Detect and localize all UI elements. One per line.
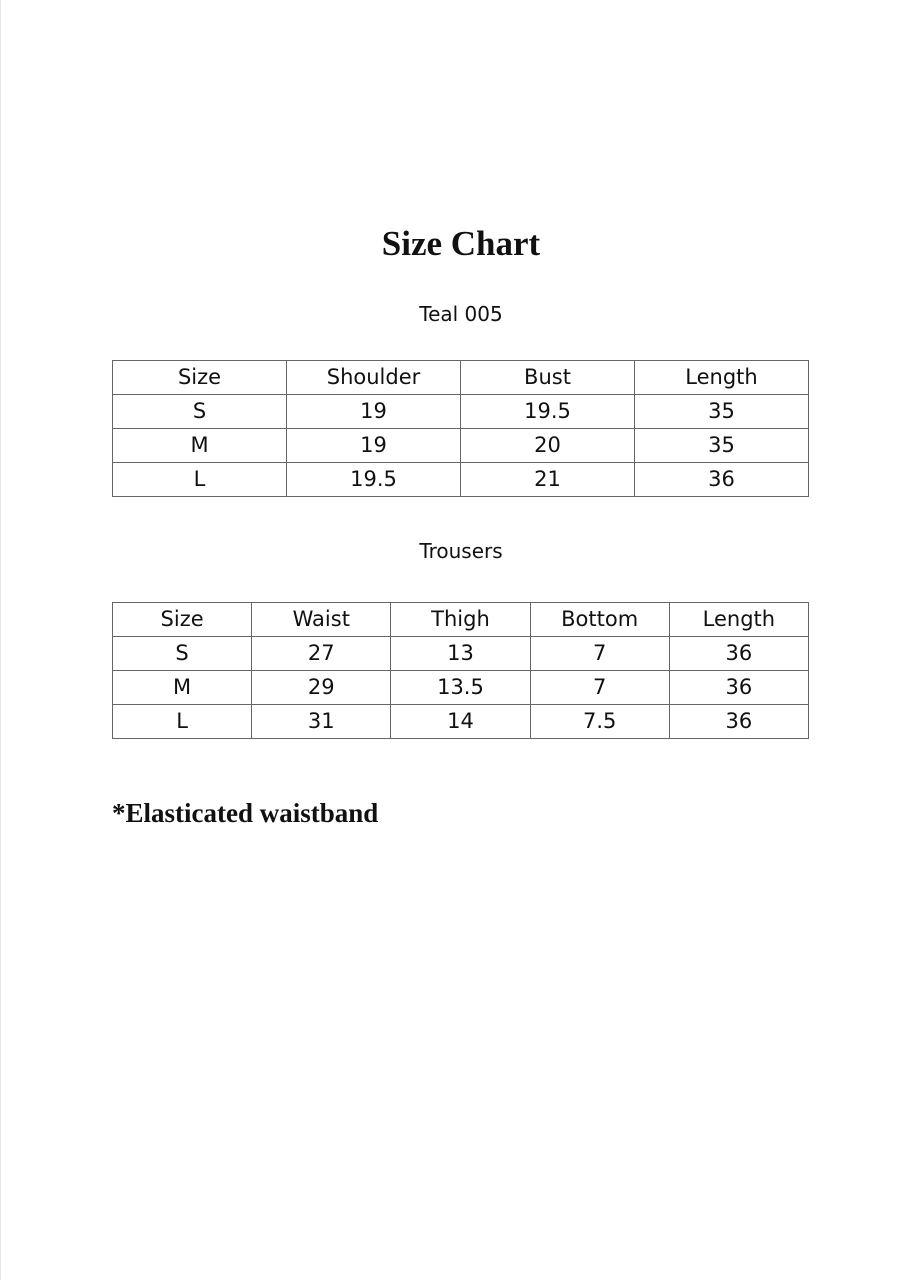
column-header: Bottom [529,602,670,637]
table-cell: 21 [460,462,635,497]
column-header: Waist [251,602,392,637]
table-cell: L [111,704,253,739]
table-cell: 7 [529,636,670,671]
table-cell: L [112,462,287,497]
table-row: S 27 13 7 36 [111,636,810,671]
table-cell: S [112,394,287,429]
table-cell: 31 [251,704,392,739]
table-cell: 14 [390,704,531,739]
top-section-label: Teal 005 [419,302,503,326]
table-row: L 31 14 7.5 36 [111,704,810,739]
footnote: *Elasticated waistband [112,798,379,828]
table-cell: M [111,670,253,705]
header-row: Size Waist Thigh Bottom Length [111,602,810,637]
trousers-size-table: Size Waist Thigh Bottom Length S 27 13 7 36 M 29 13.… [111,602,810,739]
trousers-section-label: Trousers [419,539,503,563]
header-row: Size Shoulder Bust Length [112,360,809,395]
column-header: Thigh [390,602,531,637]
column-header: Length [668,602,810,637]
table-cell: 36 [668,670,810,705]
table-row: S 19 19.5 35 [112,394,809,429]
table-cell: 19 [286,394,461,429]
page-title: Size Chart [381,224,541,263]
column-header: Length [634,360,809,395]
table-row: L 19.5 21 36 [112,462,809,497]
table-cell: 35 [634,394,809,429]
table-cell: 35 [634,428,809,463]
table-cell: 36 [668,704,810,739]
column-header: Shoulder [286,360,461,395]
table-cell: M [112,428,287,463]
table-cell: S [111,636,253,671]
table-cell: 19.5 [460,394,635,429]
table-cell: 36 [668,636,810,671]
column-header: Size [111,602,253,637]
table-cell: 13 [390,636,531,671]
table-cell: 27 [251,636,392,671]
column-header: Bust [460,360,635,395]
table-cell: 7 [529,670,670,705]
table-row: M 19 20 35 [112,428,809,463]
table-cell: 20 [460,428,635,463]
table-cell: 29 [251,670,392,705]
table-row: M 29 13.5 7 36 [111,670,810,705]
top-size-table: Size Shoulder Bust Length S 19 19.5 35 M 19 20 35 L 1… [112,360,809,497]
table-cell: 36 [634,462,809,497]
table-cell: 13.5 [390,670,531,705]
table-cell: 7.5 [529,704,670,739]
table-cell: 19.5 [286,462,461,497]
column-header: Size [112,360,287,395]
table-cell: 19 [286,428,461,463]
